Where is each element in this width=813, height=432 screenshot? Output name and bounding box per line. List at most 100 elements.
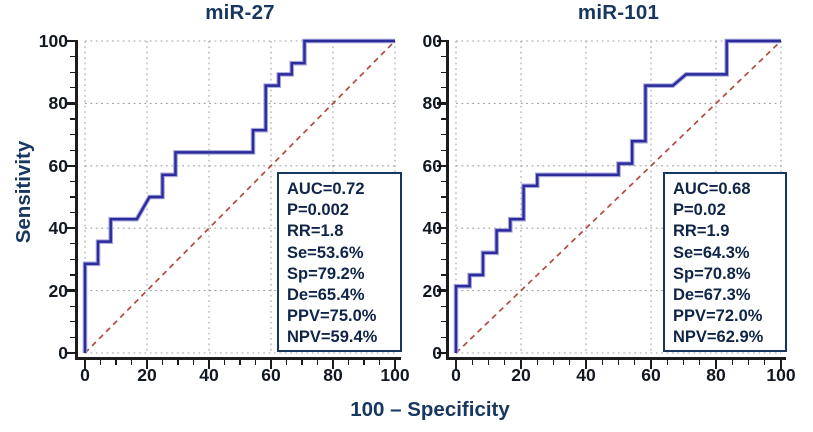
x-major-tick: [649, 360, 653, 369]
y-minor-tick: [69, 243, 75, 245]
y-minor-tick: [440, 55, 446, 58]
y-tick-label: 0: [432, 343, 442, 363]
y-minor-tick: [69, 180, 75, 183]
x-minor-tick: [161, 360, 164, 365]
x-tick-label: 60: [641, 365, 661, 385]
y-minor-tick: [440, 321, 446, 323]
stat-de: De=65.4%: [287, 286, 365, 305]
y-major-tick: [66, 102, 75, 105]
x-major-tick: [584, 360, 588, 369]
y-minor-tick: [69, 258, 75, 261]
x-major-tick: [145, 360, 149, 369]
y-major-tick: [66, 39, 75, 43]
x-minor-tick: [285, 360, 288, 365]
y-tick-label: 0: [58, 343, 68, 363]
y-axis-line: [75, 40, 78, 360]
x-major-tick: [714, 360, 718, 369]
x-minor-tick: [363, 360, 365, 365]
x-tick-label: 0: [80, 365, 90, 385]
chance-diagonal: [85, 41, 395, 353]
y-minor-tick: [69, 149, 75, 151]
x-major-tick: [454, 360, 458, 369]
stat-sp: Sp=79.2%: [287, 264, 365, 283]
stat-ppv: PPV=75.0%: [287, 307, 377, 326]
y-minor-tick: [69, 336, 75, 339]
x-minor-tick: [634, 360, 636, 365]
y-major-tick: [437, 226, 446, 230]
x-axis-line: [75, 357, 401, 360]
x-minor-tick: [487, 360, 490, 365]
x-minor-tick: [471, 360, 473, 365]
x-minor-tick: [254, 360, 257, 365]
x-tick-label: 40: [199, 365, 219, 385]
y-major-tick: [437, 39, 446, 43]
stat-p: P=0.02: [673, 201, 726, 220]
y-minor-tick: [440, 305, 446, 307]
x-minor-tick: [347, 360, 350, 365]
x-minor-tick: [601, 360, 603, 365]
y-tick-label: 60: [48, 155, 68, 176]
x-tick-label: 80: [323, 365, 343, 385]
y-major-tick: [66, 289, 75, 292]
y-minor-tick: [69, 305, 75, 307]
x-minor-tick: [115, 360, 117, 365]
y-minor-tick: [440, 196, 446, 198]
y-tick-label: 60: [422, 155, 442, 176]
y-minor-tick: [69, 274, 75, 276]
stat-se: Se=53.6%: [287, 243, 364, 262]
y-major-tick: [437, 164, 446, 168]
x-tick-label: 20: [137, 365, 157, 385]
y-tick-label: 00: [422, 31, 442, 51]
y-minor-tick: [69, 196, 75, 198]
x-minor-tick: [617, 360, 620, 365]
x-major-tick: [207, 360, 211, 369]
x-major-tick: [393, 360, 397, 369]
x-minor-tick: [666, 360, 668, 365]
y-tick-label: 20: [48, 280, 68, 301]
x-minor-tick: [552, 360, 555, 365]
stat-sp: Sp=70.8%: [673, 264, 751, 283]
y-axis-line: [446, 40, 449, 360]
y-minor-tick: [440, 149, 446, 151]
x-major-tick: [779, 360, 783, 369]
x-tick-label: 80: [706, 365, 726, 385]
y-major-tick: [66, 164, 75, 168]
x-axis-line: [446, 357, 786, 360]
x-major-tick: [519, 360, 523, 369]
chance-diagonal: [456, 41, 781, 353]
y-major-tick: [437, 102, 446, 105]
y-major-tick: [66, 226, 75, 230]
y-minor-tick: [440, 87, 446, 89]
stat-npv: NPV=62.9%: [673, 328, 764, 347]
x-minor-tick: [699, 360, 701, 365]
y-tick-label: 100: [38, 31, 68, 51]
y-minor-tick: [69, 133, 75, 136]
stat-rr: RR=1.9: [673, 222, 730, 241]
x-tick-label: 20: [511, 365, 531, 385]
stat-npv: NPV=59.4%: [287, 328, 378, 347]
y-minor-tick: [440, 243, 446, 245]
y-minor-tick: [69, 87, 75, 89]
x-tick-label: 100: [380, 365, 410, 385]
x-tick-label: 60: [261, 365, 281, 385]
x-minor-tick: [223, 360, 226, 365]
stat-rr: RR=1.8: [287, 222, 344, 241]
x-tick-label: 40: [576, 365, 596, 385]
x-major-tick: [269, 360, 273, 369]
y-minor-tick: [69, 71, 75, 73]
x-minor-tick: [682, 360, 685, 365]
x-minor-tick: [731, 360, 733, 365]
y-minor-tick: [69, 211, 75, 214]
y-minor-tick: [69, 321, 75, 323]
y-minor-tick: [69, 55, 75, 58]
chart-title-mir-101: miR-101: [577, 1, 660, 24]
x-tick-label: 100: [766, 365, 796, 385]
stats-box-mir-101: AUC=0.68 P=0.02 RR=1.9 Se=64.3% Sp=70.8%…: [663, 172, 787, 352]
y-tick-label: 80: [422, 93, 442, 114]
y-tick-label: 80: [48, 93, 68, 114]
roc-curve: [456, 41, 781, 353]
y-minor-tick: [440, 211, 446, 214]
x-minor-tick: [504, 360, 506, 365]
y-minor-tick: [440, 180, 446, 183]
